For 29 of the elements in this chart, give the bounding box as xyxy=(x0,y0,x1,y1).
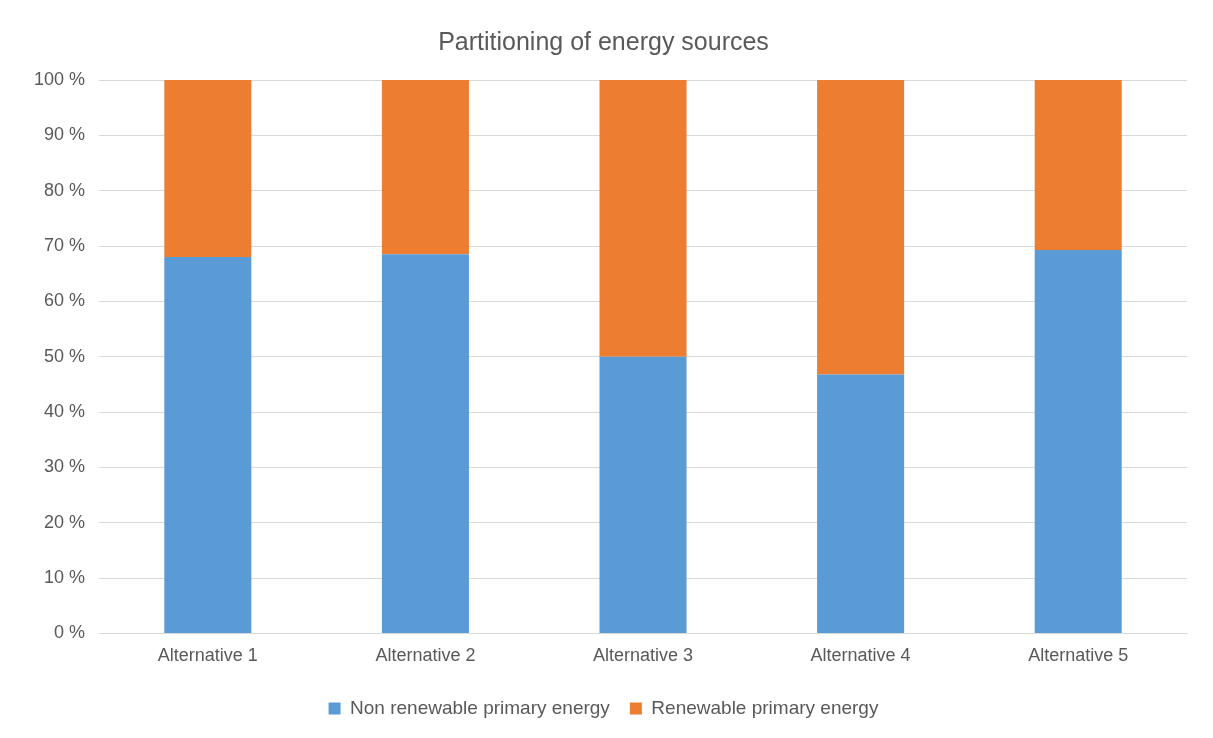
bar xyxy=(817,80,905,375)
y-tick-label: 60 % xyxy=(44,290,86,311)
y-tick-label: 80 % xyxy=(44,179,86,200)
y-tick-label: 20 % xyxy=(44,511,86,532)
y-tick-label: 0 % xyxy=(54,622,86,643)
bar xyxy=(381,80,469,255)
chart-title: Partitioning of energy sources xyxy=(438,26,769,55)
bar xyxy=(164,257,252,633)
legend-label: Renewable primary energy xyxy=(651,696,879,718)
y-tick-label: 40 % xyxy=(44,401,86,422)
bar xyxy=(1034,249,1122,633)
x-tick-label: Alternative 2 xyxy=(375,645,476,666)
y-tick-label: 70 % xyxy=(44,234,86,255)
y-tick-label: 50 % xyxy=(44,345,86,366)
legend-label: Non renewable primary energy xyxy=(350,696,611,718)
bar xyxy=(817,374,905,633)
bar xyxy=(1034,80,1122,250)
y-tick-label: 100 % xyxy=(33,68,86,89)
x-tick-label: Alternative 5 xyxy=(1028,645,1129,666)
x-tick-label: Alternative 3 xyxy=(592,645,694,666)
bar xyxy=(599,356,687,633)
y-tick-label: 10 % xyxy=(44,567,86,588)
bar xyxy=(164,80,252,258)
x-tick-label: Alternative 4 xyxy=(810,645,911,666)
y-tick-label: 90 % xyxy=(44,124,86,145)
x-tick-label: Alternative 1 xyxy=(157,645,258,666)
bar xyxy=(381,254,469,633)
y-tick-label: 30 % xyxy=(44,456,86,477)
bar xyxy=(599,80,687,357)
